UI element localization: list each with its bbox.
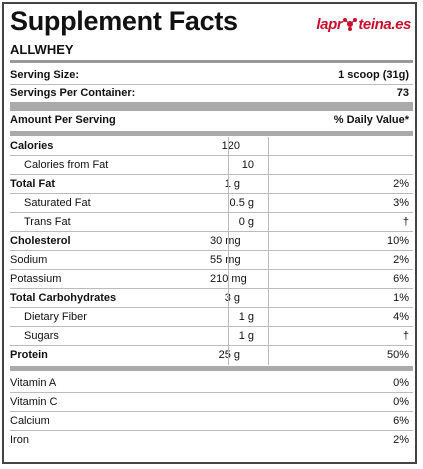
logo-prefix: lapr bbox=[316, 16, 343, 33]
nutrient-row: Sugars 1 g † bbox=[10, 327, 409, 345]
molecule-icon bbox=[343, 18, 358, 31]
amount-per-serving-header: Amount Per Serving bbox=[10, 114, 116, 126]
vitamin-daily-value: 6% bbox=[393, 415, 409, 427]
nutrient-name: Protein bbox=[10, 349, 48, 361]
nutrient-row: Total Fat 1 g 2% bbox=[10, 175, 409, 193]
nutrient-daily-value: 2% bbox=[393, 254, 409, 266]
nutrient-name: Cholesterol bbox=[10, 235, 71, 247]
nutrient-amount: 1 g bbox=[238, 330, 254, 342]
row-divider bbox=[10, 174, 413, 175]
nutrient-row: Saturated Fat 0.5 g 3% bbox=[10, 194, 409, 212]
nutrient-row: Potassium 210 mg 6% bbox=[10, 270, 409, 288]
row-divider bbox=[10, 430, 413, 431]
nutrient-row: Trans Fat 0 g † bbox=[10, 213, 409, 231]
header-rule bbox=[10, 131, 413, 136]
nutrient-name: Total Fat bbox=[10, 178, 56, 190]
nutrient-name: Total Carbohydrates bbox=[10, 292, 117, 304]
column-header: Amount Per Serving % Daily Value* bbox=[10, 114, 409, 126]
serving-size-label: Serving Size: bbox=[10, 69, 80, 81]
nutrient-daily-value: 4% bbox=[393, 311, 409, 323]
nutrient-amount: 30 mg bbox=[210, 235, 241, 247]
nutrient-amount: 3 g bbox=[224, 292, 240, 304]
nutrient-daily-value: 10% bbox=[386, 235, 409, 247]
nutrient-row: Dietary Fiber 1 g 4% bbox=[10, 308, 409, 326]
nutrient-name: Calories from Fat bbox=[24, 159, 109, 171]
row-divider bbox=[10, 326, 413, 327]
serving-size-row: Serving Size: 1 scoop (31g) bbox=[10, 69, 409, 81]
column-separator bbox=[228, 137, 229, 365]
row-divider bbox=[10, 392, 413, 393]
row-divider bbox=[10, 212, 413, 213]
row-divider bbox=[10, 269, 413, 270]
vitamin-name: Iron bbox=[10, 434, 29, 446]
nutrient-amount: 1 g bbox=[238, 311, 254, 323]
serving-divider bbox=[10, 84, 413, 85]
panel-title: Supplement Facts bbox=[10, 6, 238, 36]
nutrient-daily-value: 6% bbox=[393, 273, 409, 285]
vitamin-row: Iron 2% bbox=[10, 431, 409, 449]
thick-rule bbox=[10, 102, 413, 111]
nutrient-name: Potassium bbox=[10, 273, 62, 285]
vitamin-row: Vitamin A 0% bbox=[10, 374, 409, 392]
nutrient-amount: 25 g bbox=[218, 349, 240, 361]
nutrient-row: Cholesterol 30 mg 10% bbox=[10, 232, 409, 250]
daily-value-header: % Daily Value* bbox=[333, 114, 409, 126]
nutrient-name: Dietary Fiber bbox=[24, 311, 87, 323]
product-name: ALLWHEY bbox=[10, 42, 74, 57]
vitamin-daily-value: 0% bbox=[393, 377, 409, 389]
row-divider bbox=[10, 231, 413, 232]
vitamin-name: Vitamin C bbox=[10, 396, 58, 408]
vitamin-daily-value: 2% bbox=[393, 434, 409, 446]
nutrient-row: Sodium 55 mg 2% bbox=[10, 251, 409, 269]
nutrient-name: Sugars bbox=[24, 330, 59, 342]
nutrient-amount: 0 g bbox=[238, 216, 254, 228]
nutrient-name: Sodium bbox=[10, 254, 48, 266]
top-rule bbox=[10, 60, 413, 63]
nutrient-amount: 10 bbox=[241, 159, 254, 171]
nutrient-amount: 120 bbox=[221, 140, 240, 152]
row-divider bbox=[10, 193, 413, 194]
row-divider bbox=[10, 288, 413, 289]
nutrient-name: Trans Fat bbox=[24, 216, 71, 228]
nutrient-daily-value: † bbox=[402, 216, 409, 228]
vitamin-row: Calcium 6% bbox=[10, 412, 409, 430]
serving-size-value: 1 scoop (31g) bbox=[338, 69, 409, 81]
supplement-facts-panel bbox=[2, 2, 417, 464]
nutrient-row: Calories from Fat 10 bbox=[10, 156, 409, 174]
protein-rule bbox=[10, 366, 413, 371]
servings-per-container-value: 73 bbox=[396, 87, 409, 99]
nutrient-daily-value: 3% bbox=[393, 197, 409, 209]
nutrient-name: Saturated Fat bbox=[24, 197, 91, 209]
logo-suffix: teina.es bbox=[358, 16, 411, 33]
nutrient-daily-value: 1% bbox=[393, 292, 409, 304]
vitamin-row: Vitamin C 0% bbox=[10, 393, 409, 411]
nutrient-amount: 0.5 g bbox=[229, 197, 254, 209]
servings-per-container-row: Servings Per Container: 73 bbox=[10, 87, 409, 99]
row-divider bbox=[10, 155, 413, 156]
row-divider bbox=[10, 307, 413, 308]
brand-logo: lapr teina.es bbox=[316, 16, 411, 33]
nutrient-row: Protein 25 g 50% bbox=[10, 346, 409, 364]
nutrient-daily-value: † bbox=[402, 330, 409, 342]
nutrient-daily-value: 2% bbox=[393, 178, 409, 190]
vitamin-name: Vitamin A bbox=[10, 377, 57, 389]
row-divider bbox=[10, 411, 413, 412]
vitamin-daily-value: 0% bbox=[393, 396, 409, 408]
nutrient-row: Total Carbohydrates 3 g 1% bbox=[10, 289, 409, 307]
nutrient-row: Calories 120 bbox=[10, 137, 409, 155]
nutrient-name: Calories bbox=[10, 140, 54, 152]
nutrient-amount: 55 mg bbox=[210, 254, 241, 266]
column-separator bbox=[268, 137, 269, 365]
row-divider bbox=[10, 345, 413, 346]
servings-per-container-label: Servings Per Container: bbox=[10, 87, 136, 99]
nutrient-amount: 1 g bbox=[224, 178, 240, 190]
nutrient-daily-value: 50% bbox=[386, 349, 409, 361]
vitamin-name: Calcium bbox=[10, 415, 50, 427]
row-divider bbox=[10, 250, 413, 251]
